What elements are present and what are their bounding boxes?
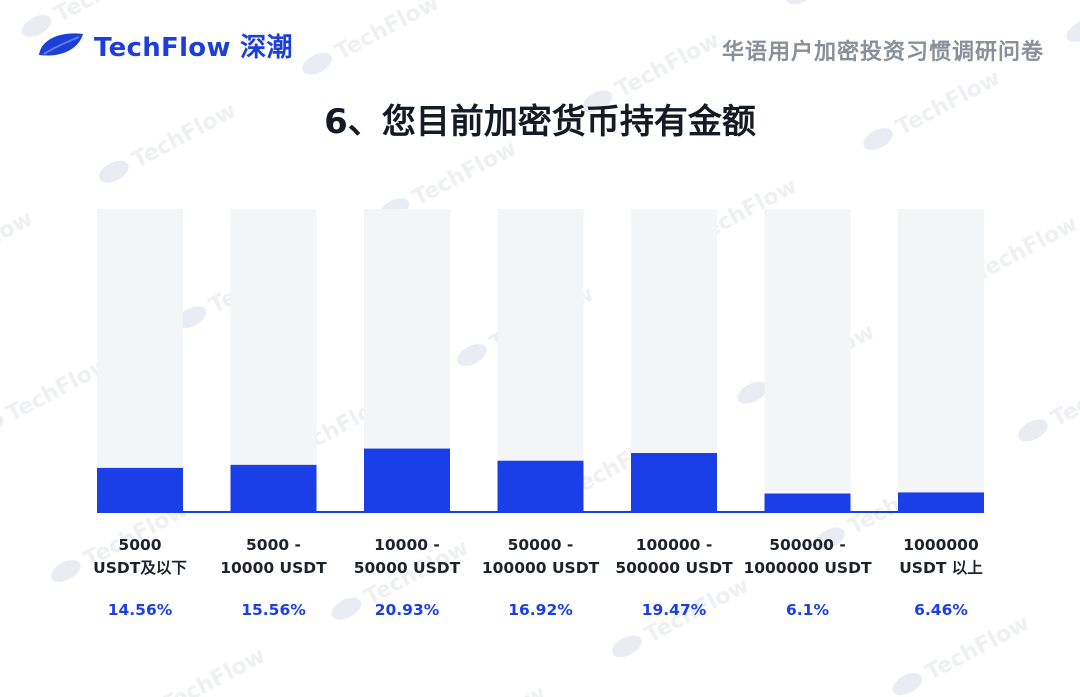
bar-track: [898, 209, 984, 512]
bar-track: [764, 209, 851, 512]
value-label: 6.46%: [914, 601, 968, 619]
brand-name: TechFlow 深潮: [94, 32, 293, 63]
bar-group: 5000 USDT及以下 14.56%: [93, 209, 187, 619]
bar: [497, 460, 584, 512]
bar-group: 1000000 USDT 以上 6.46%: [898, 209, 984, 619]
chart-title: 6、您目前加密货币持有金额: [324, 102, 756, 142]
bar-group: 50000 -100000 USDT 16.92%: [482, 209, 600, 619]
bar: [631, 453, 717, 512]
bar-group: 5000 -10000 USDT 15.56%: [220, 209, 327, 619]
techflow-logo: TechFlow 深潮: [36, 28, 293, 63]
category-label: 100000 -500000 USDT: [615, 536, 733, 577]
bar: [364, 448, 450, 512]
value-label: 15.56%: [241, 601, 306, 619]
value-label: 14.56%: [108, 601, 173, 619]
bar-track: [230, 209, 317, 512]
category-label: 5000 -10000 USDT: [220, 536, 327, 577]
value-label: 16.92%: [508, 601, 573, 619]
category-label: 500000 -1000000 USDT: [743, 536, 872, 577]
bar: [898, 492, 984, 512]
bar: [230, 464, 317, 512]
bar: [97, 467, 183, 512]
value-label: 20.93%: [375, 601, 440, 619]
value-label: 6.1%: [786, 601, 829, 619]
survey-title: 华语用户加密投资习惯调研问卷: [721, 40, 1044, 65]
bar-group: 10000 -50000 USDT 20.93%: [354, 209, 461, 619]
category-label: 1000000 USDT 以上: [899, 536, 983, 577]
category-label: 50000 -100000 USDT: [482, 536, 600, 577]
category-label: 10000 -50000 USDT: [354, 536, 461, 577]
leaf-logo-icon: [39, 33, 83, 56]
bar: [764, 493, 851, 512]
category-label: 5000 USDT及以下: [93, 536, 187, 577]
value-label: 19.47%: [642, 601, 707, 619]
bar-track: [97, 209, 183, 512]
bar-group: 500000 -1000000 USDT 6.1%: [743, 209, 872, 619]
bar-group: 100000 -500000 USDT 19.47%: [615, 209, 733, 619]
